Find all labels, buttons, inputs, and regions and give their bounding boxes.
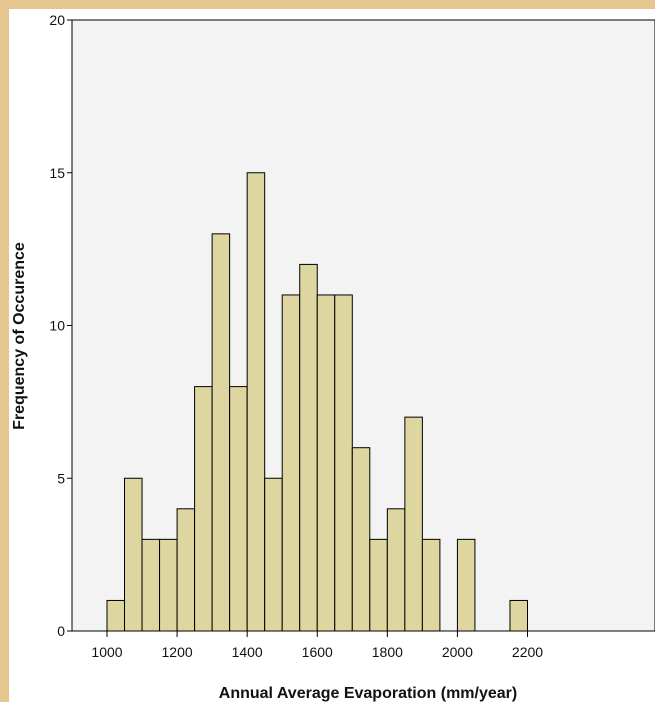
x-tick-label: 1400: [232, 644, 263, 660]
histogram-bar: [106, 599, 126, 632]
histogram-bar: [299, 263, 318, 632]
x-tick-label: 1000: [91, 644, 122, 660]
histogram-bar: [229, 386, 248, 632]
histogram-bar: [194, 386, 213, 632]
histogram-bar: [124, 477, 143, 632]
x-axis: 1000 1200 1400 1600 1800 2000 2200: [91, 631, 543, 660]
x-tick-label: 1800: [372, 644, 403, 660]
histogram-bar: [246, 172, 266, 632]
y-tick-label: 0: [57, 623, 65, 639]
x-tick-label: 1200: [162, 644, 193, 660]
y-tick-label: 20: [49, 12, 65, 28]
histogram-bar: [351, 447, 371, 632]
bar-group: [106, 172, 528, 632]
y-tick-label: 15: [49, 165, 65, 181]
histogram-bar: [316, 294, 336, 632]
histogram-bar: [334, 294, 353, 632]
histogram-bar: [281, 294, 301, 632]
histogram-figure: 0 5 10 15 20 1000 1200 1400 1600 1800 2000 2200 An…: [9, 9, 655, 702]
histogram-bar: [141, 538, 161, 632]
histogram-bar: [211, 233, 231, 632]
y-axis: 0 5 10 15 20: [49, 12, 72, 639]
x-tick-label: 2200: [512, 644, 543, 660]
histogram-bar: [509, 599, 528, 632]
y-tick-label: 10: [49, 318, 65, 334]
x-tick-label: 2000: [442, 644, 473, 660]
evaporation-histogram: 0 5 10 15 20 1000 1200 1400 1600 1800 2000 2200 An…: [11, 12, 655, 702]
histogram-bar: [176, 508, 196, 632]
histogram-bar: [404, 416, 423, 632]
histogram-bar: [421, 538, 441, 632]
histogram-bar: [386, 508, 406, 632]
histogram-bar: [159, 538, 178, 632]
histogram-bar: [456, 538, 476, 632]
histogram-bar: [369, 538, 388, 632]
x-axis-title: Annual Average Evaporation (mm/year): [219, 685, 517, 702]
y-axis-title: Frequency of Occurence: [11, 242, 28, 430]
histogram-bar: [264, 477, 283, 632]
y-tick-label: 5: [57, 470, 65, 486]
x-tick-label: 1600: [302, 644, 333, 660]
